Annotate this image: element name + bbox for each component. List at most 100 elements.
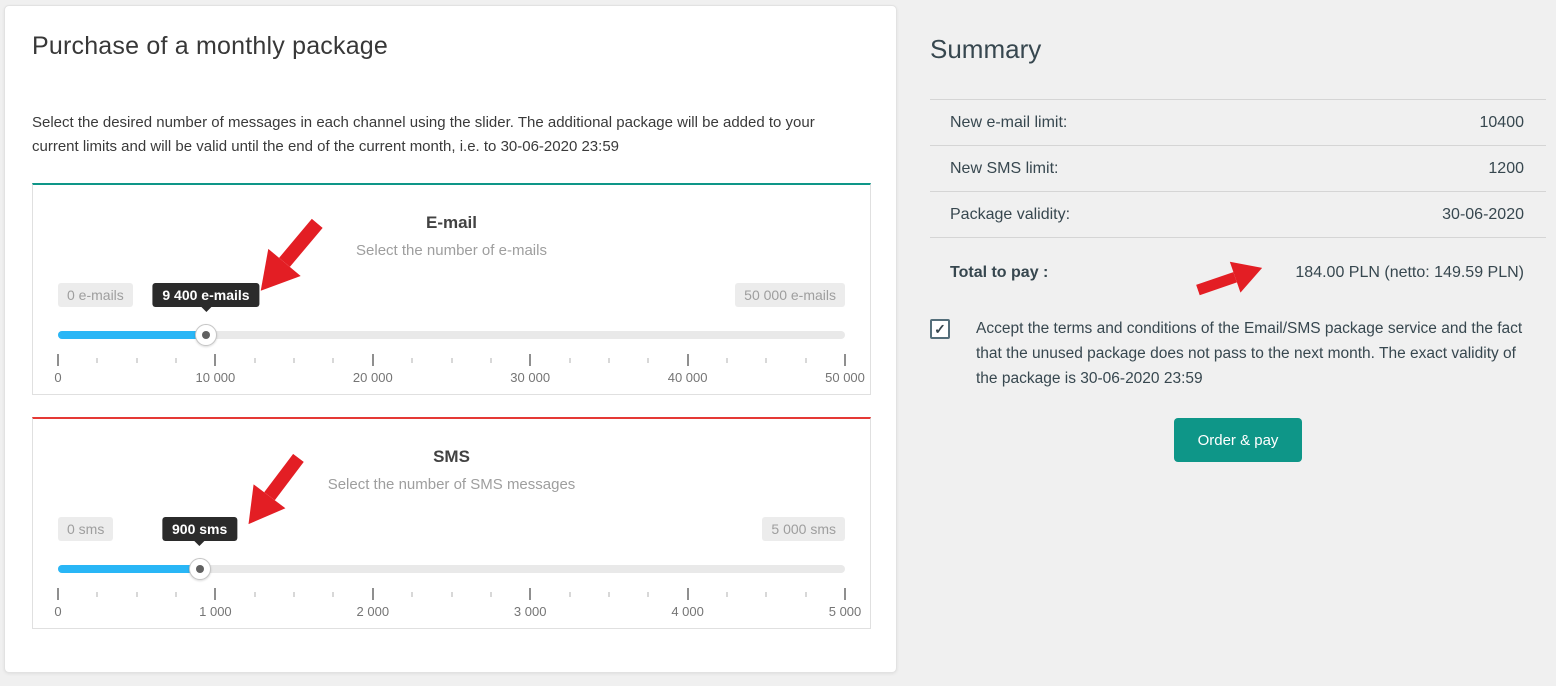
- summary-row-value: 10400: [1479, 113, 1525, 131]
- slider-tick: [57, 588, 59, 601]
- summary-row-label: New e-mail limit:: [950, 113, 1068, 131]
- slider-tick-label: 40 000: [667, 370, 708, 386]
- slider-tick-label: 1 000: [199, 604, 232, 620]
- slider-tick: [214, 588, 217, 601]
- summary-rows: New e-mail limit: 10400 New SMS limit: 1…: [930, 99, 1546, 238]
- slider-tick: [647, 592, 649, 598]
- sms-slider-card: SMS Select the number of SMS messages 0 …: [32, 417, 871, 630]
- slider-tick: [57, 354, 59, 367]
- slider-tick: [332, 592, 334, 598]
- sms-slider-ticks: [57, 588, 846, 601]
- sms-card-title: SMS: [433, 447, 470, 467]
- slider-tick-label: 10 000: [195, 370, 236, 386]
- email-value-tooltip: 9 400 e-mails: [152, 283, 260, 308]
- terms-row: ✓ Accept the terms and conditions of the…: [930, 316, 1546, 391]
- summary-row-email-limit: New e-mail limit: 10400: [930, 99, 1546, 145]
- summary-row-value: 1200: [1488, 159, 1524, 177]
- slider-tick: [490, 358, 492, 364]
- slider-tick: [569, 358, 571, 364]
- slider-tick: [451, 592, 452, 598]
- slider-tick: [805, 358, 807, 364]
- slider-tick: [96, 592, 98, 598]
- slider-tick: [411, 358, 413, 364]
- summary-row-label: New SMS limit:: [950, 159, 1059, 177]
- sms-min-label: 0 sms: [58, 517, 114, 542]
- slider-tick-label: 4 000: [671, 604, 704, 620]
- email-slider-card: E-mail Select the number of e-mails 0 e-…: [32, 183, 871, 396]
- email-slider-fill: [58, 331, 206, 340]
- sms-slider: 0 sms 900 sms 5 000 sms 0 1 000 2 000 3 000…: [54, 517, 861, 620]
- slider-tick: [96, 358, 98, 364]
- slider-tick: [726, 358, 728, 364]
- sms-card-subtitle: Select the number of SMS messages: [327, 476, 576, 494]
- slider-tick: [371, 354, 374, 367]
- order-and-pay-button[interactable]: Order & pay: [1173, 418, 1303, 463]
- page-title: Purchase of a monthly package: [32, 32, 389, 60]
- slider-tick: [175, 358, 177, 364]
- slider-tick: [293, 592, 295, 598]
- email-slider-track[interactable]: [58, 331, 845, 340]
- slider-tick: [765, 592, 767, 598]
- slider-tick: [569, 592, 571, 598]
- total-to-pay-label: Total to pay :: [950, 264, 1049, 281]
- email-slider-handle[interactable]: [194, 324, 217, 347]
- email-slider-ticks: [57, 354, 846, 367]
- slider-tick: [726, 592, 728, 598]
- slider-tick: [136, 358, 138, 364]
- slider-tick: [805, 592, 807, 598]
- email-slider: 0 e-mails 9 400 e-mails 50 000 e-mails 0…: [54, 283, 865, 386]
- summary-panel: Summary New e-mail limit: 10400 New SMS …: [930, 0, 1546, 463]
- terms-text: Accept the terms and conditions of the E…: [976, 320, 1523, 388]
- email-card-title: E-mail: [425, 213, 478, 233]
- slider-tick: [529, 588, 532, 601]
- total-to-pay-row: Total to pay : 184.00 PLN (netto: 149.59…: [930, 264, 1546, 282]
- slider-tick-label: 0: [54, 370, 62, 386]
- slider-tick: [332, 358, 334, 364]
- email-slider-tick-labels: 0 10 000 20 000 30 000 40 000 50 000: [54, 370, 865, 386]
- sms-value-tooltip: 900 sms: [162, 517, 238, 542]
- total-to-pay-value: 184.00 PLN (netto: 149.59 PLN): [1295, 264, 1524, 281]
- slider-tick-label: 2 000: [356, 604, 390, 620]
- slider-tick: [411, 592, 413, 598]
- slider-tick: [844, 588, 846, 601]
- slider-tick: [686, 588, 689, 601]
- slider-tick: [214, 354, 217, 367]
- slider-tick-label: 5 000: [828, 604, 862, 620]
- terms-checkbox[interactable]: ✓: [930, 319, 950, 339]
- slider-tick: [490, 592, 492, 598]
- slider-tick: [175, 592, 177, 598]
- sms-max-label: 5 000 sms: [762, 517, 845, 542]
- checkmark-icon: ✓: [934, 321, 946, 337]
- slider-tick-label: 3 000: [513, 604, 547, 620]
- summary-row-sms-limit: New SMS limit: 1200: [930, 145, 1546, 191]
- sms-slider-fill: [58, 565, 200, 574]
- email-card-subtitle: Select the number of e-mails: [356, 242, 547, 260]
- purchase-panel: Purchase of a monthly package Select the…: [4, 5, 897, 673]
- slider-tick: [529, 354, 532, 367]
- slider-tick: [254, 358, 256, 364]
- email-min-label: 0 e-mails: [58, 283, 133, 308]
- summary-row-package-validity: Package validity: 30-06-2020: [930, 191, 1546, 237]
- slider-tick: [451, 358, 452, 364]
- sms-slider-handle[interactable]: [188, 558, 211, 581]
- slider-tick-label: 50 000: [825, 370, 865, 386]
- slider-tick-label: 20 000: [352, 370, 393, 386]
- purchase-description: Select the desired number of messages in…: [32, 114, 815, 155]
- sms-slider-track[interactable]: [58, 565, 845, 574]
- summary-title: Summary: [930, 34, 1042, 64]
- email-max-label: 50 000 e-mails: [735, 283, 845, 308]
- slider-tick: [844, 354, 846, 367]
- slider-tick-label: 0: [54, 604, 62, 620]
- slider-tick: [647, 358, 649, 364]
- slider-tick: [371, 588, 374, 601]
- slider-tick: [608, 358, 610, 364]
- slider-tick-label: 30 000: [510, 370, 551, 386]
- slider-tick: [293, 358, 295, 364]
- slider-tick: [765, 358, 767, 364]
- slider-tick: [254, 592, 256, 598]
- summary-row-value: 30-06-2020: [1442, 205, 1524, 223]
- slider-tick: [686, 354, 689, 367]
- slider-tick: [136, 592, 138, 598]
- sms-slider-tick-labels: 0 1 000 2 000 3 000 4 000 5 000: [54, 604, 861, 620]
- slider-tick: [608, 592, 610, 598]
